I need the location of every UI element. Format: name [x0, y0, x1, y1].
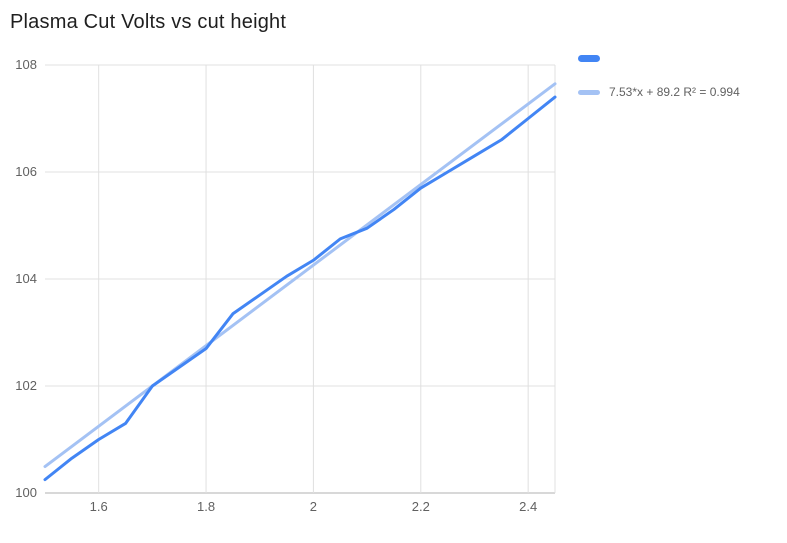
series-swatch	[578, 55, 600, 62]
x-tick-label-2: 2	[310, 499, 317, 514]
y-tick-label-102: 102	[15, 378, 37, 393]
y-tick-label-104: 104	[15, 271, 37, 286]
chart-title: Plasma Cut Volts vs cut height	[10, 11, 287, 33]
legend-item-trendline: 7.53*x + 89.2 R² = 0.994	[578, 85, 740, 99]
x-tick-label-1.6: 1.6	[90, 499, 108, 514]
y-tick-label-106: 106	[15, 164, 37, 179]
trendline-label: 7.53*x + 89.2 R² = 0.994	[609, 85, 740, 99]
legend: 7.53*x + 89.2 R² = 0.994	[578, 55, 740, 122]
trendline-swatch	[578, 89, 600, 95]
x-tick-label-1.8: 1.8	[197, 499, 215, 514]
trendline-path	[43, 82, 557, 469]
y-tick-label-100: 100	[15, 485, 37, 500]
x-tick-label-2.4: 2.4	[519, 499, 537, 514]
x-tick-label-2.2: 2.2	[412, 499, 430, 514]
y-tick-label-108: 108	[15, 57, 37, 72]
legend-item-series	[578, 55, 740, 62]
series-path	[43, 95, 557, 482]
